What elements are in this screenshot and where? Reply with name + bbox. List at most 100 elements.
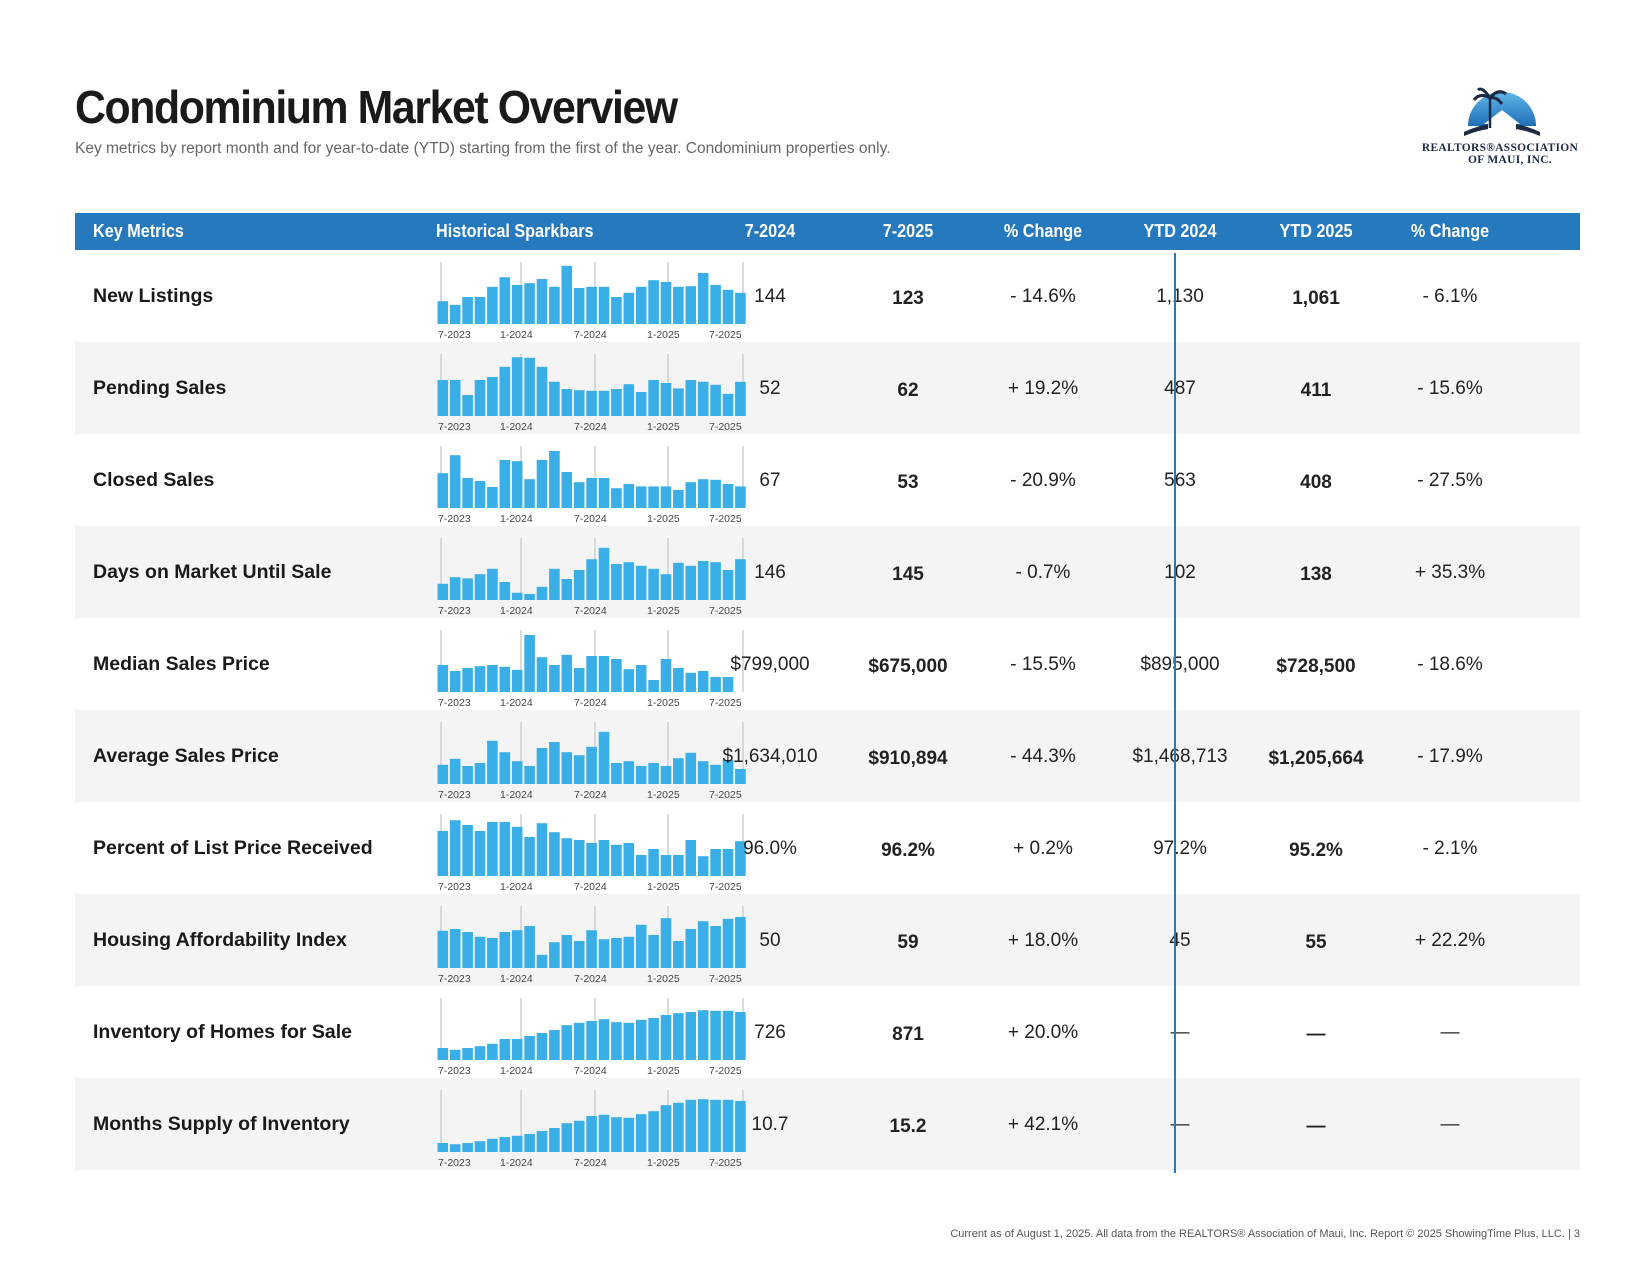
table-row: Median Sales Price 7-2023 1-2024 7-2024 1-20…: [75, 618, 1580, 710]
spark-bar: [673, 286, 684, 324]
spark-bar: [697, 1010, 709, 1060]
spark-bar: [536, 279, 548, 324]
spark-bar: [623, 669, 635, 692]
spark-bar: [648, 1018, 659, 1060]
spark-bar: [697, 856, 709, 876]
spark-bar: [598, 390, 610, 416]
value-ytd-2024: —: [1170, 1114, 1190, 1135]
spark-bar: [474, 574, 486, 600]
spark-axis-label: 7-2025: [709, 513, 742, 524]
sparkbar-chart: 7-2023 1-2024 7-2024 1-2025 7-2025: [437, 262, 746, 340]
spark-axis-label: 7-2024: [574, 513, 607, 524]
spark-axis-label: 7-2023: [438, 973, 471, 984]
spark-bar: [449, 758, 461, 784]
table-row: Inventory of Homes for Sale 7-2023 1-2024 7…: [75, 986, 1580, 1078]
spark-axis-label: 1-2025: [647, 513, 680, 524]
spark-bar: [573, 1120, 585, 1152]
table-row: New Listings 7-2023 1-2024 7-2024 1-2025 7-20…: [75, 250, 1580, 342]
value-ytd-change: - 18.6%: [1417, 654, 1483, 675]
spark-bar: [586, 656, 597, 692]
sparkbar-chart: 7-2023 1-2024 7-2024 1-2025 7-2025: [437, 446, 746, 524]
value-month-2024: $1,634,010: [722, 746, 818, 767]
value-ytd-2024: 1,130: [1156, 286, 1204, 307]
spark-bar: [487, 286, 498, 324]
spark-bar: [561, 579, 573, 600]
header-key-metrics: Key Metrics: [93, 221, 184, 241]
spark-bar: [598, 478, 610, 508]
spark-axis-label: 7-2025: [709, 881, 742, 892]
value-ytd-change: - 2.1%: [1422, 838, 1478, 859]
value-month-2024: 67: [759, 470, 781, 491]
spark-axis-label: 7-2025: [709, 1157, 742, 1168]
spark-bar: [511, 1135, 523, 1152]
spark-axis-label: 7-2025: [709, 1065, 742, 1076]
spark-bar: [648, 568, 659, 600]
spark-bar: [623, 761, 635, 784]
spark-axis-label: 1-2024: [500, 1157, 533, 1168]
spark-bar: [449, 380, 461, 416]
value-ytd-change: + 35.3%: [1414, 562, 1486, 583]
ytd-divider: [1174, 253, 1176, 1173]
spark-bar: [511, 669, 523, 692]
sparkbar-chart: 7-2023 1-2024 7-2024 1-2025 7-2025: [437, 1090, 746, 1168]
spark-axis-label: 7-2025: [709, 329, 742, 340]
spark-bar: [735, 486, 746, 508]
spark-bar: [697, 273, 709, 324]
spark-bar: [735, 1101, 746, 1152]
spark-bar: [561, 1025, 573, 1060]
spark-bar: [722, 849, 734, 876]
value-ytd-change: + 22.2%: [1414, 930, 1486, 951]
spark-bar: [660, 855, 672, 876]
key-metrics-table: Key Metrics Historical Sparkbars 7-2024 …: [75, 213, 1580, 1173]
spark-bar: [697, 921, 709, 968]
spark-bar: [697, 671, 709, 692]
page-title: Condominium Market Overview: [75, 81, 678, 133]
table-row: Closed Sales 7-2023 1-2024 7-2024 1-2025 7-20…: [75, 434, 1580, 526]
spark-axis-label: 7-2023: [438, 1157, 471, 1168]
spark-axis-label: 7-2025: [709, 605, 742, 616]
spark-bar: [710, 1099, 721, 1152]
spark-bar: [474, 1141, 486, 1152]
spark-bar: [524, 766, 535, 784]
value-ytd-2024: 102: [1164, 562, 1196, 583]
value-month-2024: 52: [759, 378, 781, 399]
spark-bar: [735, 381, 746, 416]
spark-axis-label: 1-2024: [500, 697, 533, 708]
value-ytd-change: - 15.6%: [1417, 378, 1483, 399]
spark-bar: [598, 286, 610, 324]
spark-bar: [710, 926, 721, 968]
spark-bar: [511, 357, 523, 416]
spark-bar: [536, 1131, 548, 1152]
spark-axis-label: 7-2024: [574, 697, 607, 708]
value-month-2025: 15.2: [889, 1116, 927, 1137]
spark-bar: [697, 479, 709, 508]
spark-bar: [462, 395, 473, 416]
sparkbar-chart: 7-2023 1-2024 7-2024 1-2025 7-2025: [437, 538, 746, 616]
value-ytd-2025: 138: [1300, 564, 1332, 585]
spark-bar: [673, 668, 684, 692]
metric-name: Months Supply of Inventory: [93, 1113, 350, 1135]
spark-bar: [722, 1099, 734, 1152]
spark-bar: [487, 938, 498, 968]
table-header: Key Metrics Historical Sparkbars 7-2024 …: [75, 213, 1580, 250]
spark-bar: [561, 654, 573, 692]
spark-bar: [437, 1143, 449, 1152]
spark-bar: [635, 486, 647, 508]
spark-bar: [487, 740, 498, 784]
spark-axis-label: 1-2025: [647, 1065, 680, 1076]
spark-bar: [735, 1012, 746, 1060]
spark-bar: [598, 939, 610, 968]
metric-name: Median Sales Price: [93, 653, 270, 675]
value-ytd-2024: 97.2%: [1153, 838, 1207, 859]
metric-name: New Listings: [93, 285, 214, 307]
value-ytd-2025: —: [1306, 1116, 1326, 1137]
spark-bar: [499, 582, 511, 600]
spark-bar: [487, 1138, 498, 1152]
spark-axis-label: 1-2025: [647, 973, 680, 984]
value-month-2025: 62: [897, 380, 919, 401]
spark-bar: [449, 1049, 461, 1060]
header-month-2025: 7-2025: [882, 221, 934, 241]
spark-bar: [487, 665, 498, 692]
spark-bar: [635, 1019, 647, 1060]
header-ytd-2025: YTD 2025: [1279, 221, 1353, 241]
